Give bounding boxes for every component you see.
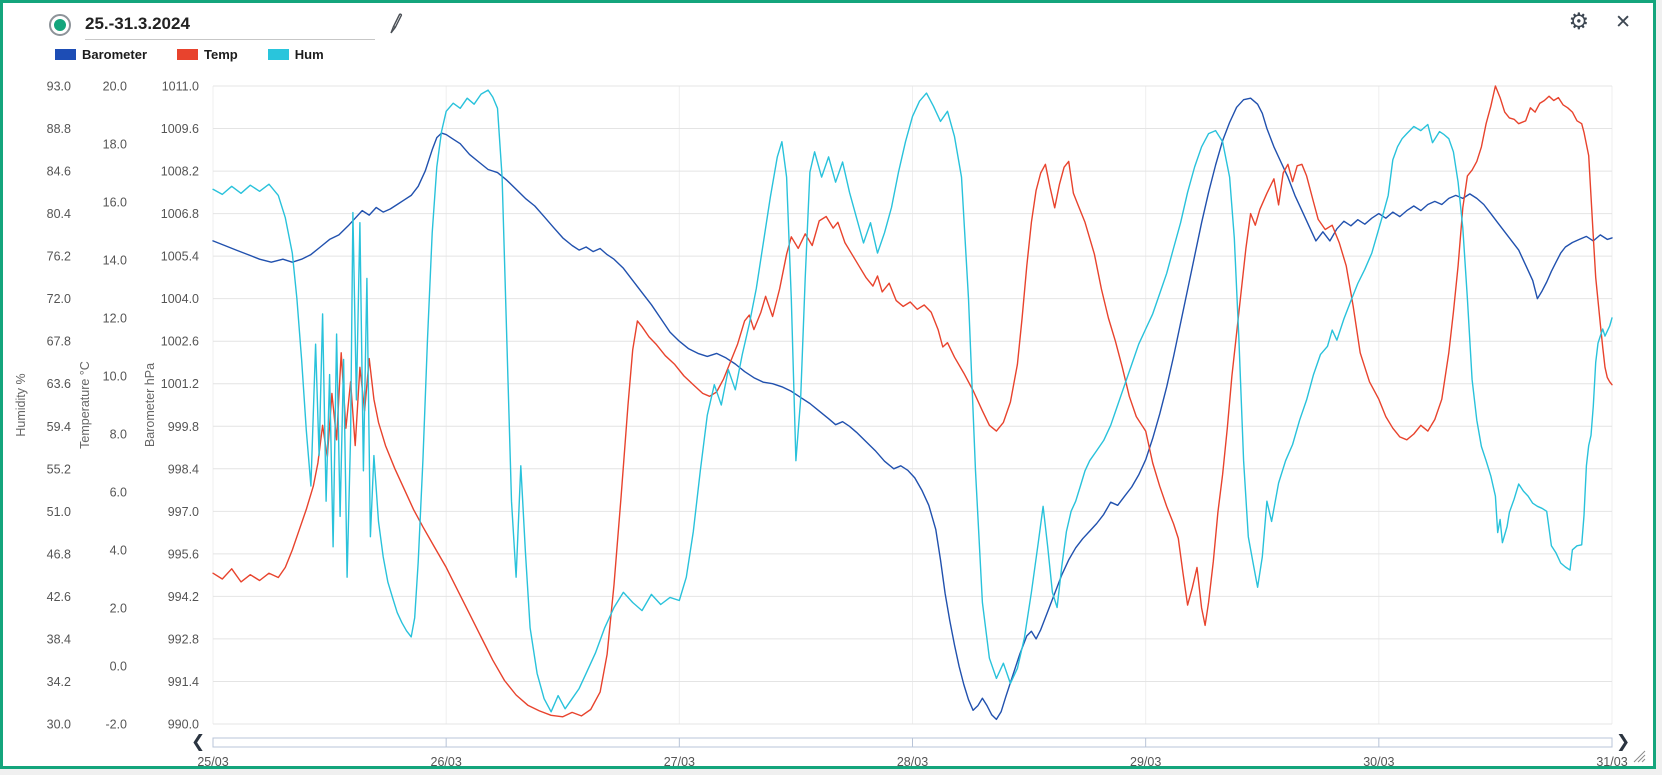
legend-item-barometer[interactable]: Barometer xyxy=(55,47,147,62)
humidity-tick-label: 72.0 xyxy=(47,292,71,306)
humidity-tick-label: 55.2 xyxy=(47,462,71,476)
x-axis-date-label: 25/03 xyxy=(197,755,228,769)
temperature-tick-label: -2.0 xyxy=(105,718,127,732)
radio-dot-icon xyxy=(54,19,66,31)
temperature-tick-label: 8.0 xyxy=(110,428,127,442)
barometer-tick-label: 1004.0 xyxy=(161,292,199,306)
series-line-hum[interactable] xyxy=(212,89,1613,713)
series-line-temp[interactable] xyxy=(212,85,1613,718)
humidity-tick-label: 88.8 xyxy=(47,122,71,136)
temperature-tick-label: 20.0 xyxy=(103,80,127,94)
barometer-tick-label: 1005.4 xyxy=(161,250,199,264)
title-bar: 25.-31.3.2024 ⚙ ✕ xyxy=(3,11,1653,45)
humidity-axis-title: Humidity % xyxy=(14,373,28,436)
radio-indicator-icon[interactable] xyxy=(49,14,71,36)
temperature-tick-label: 12.0 xyxy=(103,312,127,326)
legend-swatch-icon xyxy=(55,49,76,60)
weather-chart: 93.0 88.8 84.6 80.4 76.2 72.0 67.8 63.6 59.4 55.2… xyxy=(14,80,1628,769)
temperature-tick-label: 10.0 xyxy=(103,370,127,384)
date-range-value: 25.-31.3.2024 xyxy=(85,14,190,33)
temperature-tick-label: 2.0 xyxy=(110,602,127,616)
humidity-tick-label: 46.8 xyxy=(47,547,71,561)
temperature-axis-title: Temperature °C xyxy=(78,361,92,449)
barometer-tick-label: 998.4 xyxy=(168,462,199,476)
x-axis-date-label: 30/03 xyxy=(1363,755,1394,769)
x-axis-date-label: 28/03 xyxy=(897,755,928,769)
humidity-tick-label: 42.6 xyxy=(47,590,71,604)
legend-label: Temp xyxy=(204,47,238,62)
barometer-tick-label: 1001.2 xyxy=(161,377,199,391)
legend-swatch-icon xyxy=(267,49,289,60)
temperature-tick-label: 0.0 xyxy=(110,660,127,674)
humidity-tick-label: 67.8 xyxy=(47,335,71,349)
barometer-tick-label: 992.8 xyxy=(168,632,199,646)
humidity-tick-label: 63.6 xyxy=(47,377,71,391)
resize-handle[interactable] xyxy=(1631,748,1647,764)
humidity-tick-label: 80.4 xyxy=(47,207,71,221)
barometer-tick-label: 1002.6 xyxy=(161,335,199,349)
temperature-tick-label: 18.0 xyxy=(103,138,127,152)
date-range-input[interactable]: 25.-31.3.2024 xyxy=(85,11,375,40)
barometer-tick-label: 994.2 xyxy=(168,590,199,604)
pencil-icon[interactable] xyxy=(387,13,405,35)
gear-icon[interactable]: ⚙ xyxy=(1568,9,1590,35)
legend-swatch-icon xyxy=(177,49,199,60)
temperature-tick-label: 16.0 xyxy=(103,196,127,210)
humidity-tick-label: 59.4 xyxy=(47,420,71,434)
barometer-tick-label: 990.0 xyxy=(168,718,199,732)
chart-legend: Barometer Temp Hum xyxy=(55,47,324,62)
humidity-tick-label: 34.2 xyxy=(47,675,71,689)
barometer-tick-label: 991.4 xyxy=(168,675,199,689)
scroll-left-chevron-icon[interactable]: ❮ xyxy=(191,732,206,752)
legend-label: Hum xyxy=(294,47,324,62)
barometer-tick-label: 997.0 xyxy=(168,505,199,519)
barometer-axis-title: Barometer hPa xyxy=(143,363,157,447)
scroll-right-chevron-icon[interactable]: ❯ xyxy=(1616,732,1631,752)
barometer-tick-label: 1006.8 xyxy=(161,207,199,221)
humidity-tick-label: 76.2 xyxy=(47,250,71,264)
barometer-tick-label: 995.6 xyxy=(168,547,199,561)
barometer-tick-label: 1008.2 xyxy=(161,165,199,179)
x-axis-date-label: 31/03 xyxy=(1596,755,1627,769)
humidity-tick-label: 51.0 xyxy=(47,505,71,519)
legend-label: Barometer xyxy=(82,47,148,62)
humidity-tick-label: 93.0 xyxy=(47,80,71,94)
humidity-tick-label: 38.4 xyxy=(47,632,71,646)
legend-item-temp[interactable]: Temp xyxy=(177,47,238,62)
humidity-tick-label: 30.0 xyxy=(47,718,71,732)
temperature-tick-label: 14.0 xyxy=(103,254,127,268)
barometer-tick-label: 1009.6 xyxy=(161,122,199,136)
x-axis-date-label: 26/03 xyxy=(431,755,462,769)
humidity-tick-label: 84.6 xyxy=(47,165,71,179)
temperature-tick-label: 4.0 xyxy=(110,544,127,558)
barometer-tick-label: 1011.0 xyxy=(162,80,199,94)
temperature-tick-label: 6.0 xyxy=(110,486,127,500)
close-icon[interactable]: ✕ xyxy=(1615,11,1631,33)
x-axis-date-label: 27/03 xyxy=(664,755,695,769)
series-line-barometer[interactable] xyxy=(212,97,1613,721)
x-axis-date-label: 29/03 xyxy=(1130,755,1161,769)
window-icons: ⚙ ✕ xyxy=(1568,11,1631,34)
legend-item-hum[interactable]: Hum xyxy=(267,47,324,62)
barometer-tick-label: 999.8 xyxy=(168,420,199,434)
